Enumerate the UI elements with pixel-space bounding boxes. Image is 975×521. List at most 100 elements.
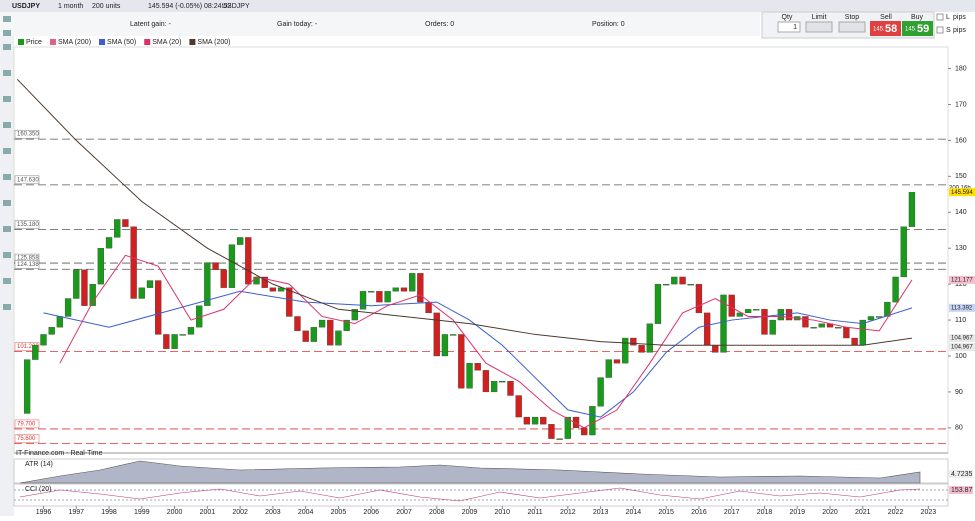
candle [843, 327, 850, 339]
candle [105, 237, 113, 249]
x-tick-label: 2017 [724, 509, 740, 516]
candle [23, 359, 31, 414]
limit-input[interactable] [805, 21, 833, 33]
candle [245, 237, 252, 285]
short-check[interactable] [936, 26, 944, 34]
candle [155, 280, 162, 335]
sma-line [16, 78, 913, 346]
candle [163, 334, 170, 349]
period-select[interactable]: 1 month [58, 3, 83, 10]
candle [310, 327, 318, 342]
candle [712, 345, 719, 353]
x-tick-label: 2012 [560, 509, 576, 516]
sell-price-small: 145. [873, 27, 885, 33]
candle [409, 273, 416, 292]
price-tag [949, 188, 975, 197]
y-tick-label: 150 [955, 173, 967, 180]
quote: 145.594 (-0.05%) 08:24:52 [148, 3, 231, 10]
candle [499, 380, 506, 383]
legend-swatch [18, 39, 24, 45]
candle [73, 269, 80, 299]
source: IT-Finance.com - Real-Time [16, 450, 103, 457]
x-tick-label: 2013 [593, 509, 609, 516]
candle [761, 309, 768, 335]
units-select[interactable]: 200 units [92, 3, 121, 10]
atr-area [19, 460, 921, 484]
sell-label: Sell [880, 14, 892, 21]
atr-value: 4.7235 [951, 471, 973, 478]
y-tick-label: 110 [955, 317, 966, 324]
x-tick-label: 2022 [888, 509, 904, 516]
candle [425, 301, 432, 314]
latent-gain: Latent gain: - [130, 21, 172, 28]
candle [769, 319, 776, 335]
candle [736, 312, 744, 317]
candle [589, 406, 596, 436]
candle [638, 345, 645, 353]
candle [802, 316, 809, 328]
level-label: 135.180 [17, 222, 39, 228]
price-tag-label: 104.967 [951, 345, 973, 351]
qty-value: 1 [793, 24, 797, 31]
x-tick-label: 2016 [691, 509, 707, 516]
candle [417, 273, 424, 303]
stop-input[interactable] [838, 21, 866, 33]
candle [482, 370, 490, 393]
candle [515, 395, 522, 418]
x-tick-label: 2011 [528, 509, 543, 516]
sma-line [43, 290, 913, 418]
x-tick-label: 1996 [36, 509, 52, 516]
sma-line [59, 254, 913, 429]
candle [130, 226, 137, 299]
level-label: 124.138 [17, 262, 39, 268]
toolbar [0, 0, 975, 12]
candle [114, 219, 121, 238]
symbol-tab[interactable]: USDJPY [12, 3, 40, 10]
y-tick-label: 80 [955, 425, 963, 432]
x-tick-label: 2007 [396, 509, 412, 516]
candle [433, 312, 440, 357]
buy-price-small: 145. [905, 27, 917, 33]
level-tag [14, 220, 40, 229]
candle [744, 309, 752, 314]
tool-icons [3, 16, 11, 310]
pips-label: pips [953, 27, 966, 34]
candle [204, 262, 211, 306]
instrument[interactable]: USDJPY [222, 3, 250, 10]
candle [261, 276, 268, 288]
candle [695, 283, 703, 314]
gain-today: Gain today: - [277, 21, 318, 28]
long-label: L [946, 14, 950, 21]
candle [703, 312, 711, 346]
sell-price-big: 58 [885, 23, 897, 35]
candle [867, 316, 875, 321]
x-tick-label: 2010 [495, 509, 511, 516]
price-tag [949, 303, 975, 312]
candle [368, 291, 375, 293]
level-label: 75.600 [17, 436, 36, 442]
sell-button[interactable] [870, 21, 901, 36]
candle [613, 359, 621, 364]
candle [220, 269, 227, 288]
candle [605, 359, 612, 378]
y-tick-label: 170 [955, 101, 967, 108]
long-check[interactable] [936, 13, 944, 21]
cci-line [19, 487, 921, 502]
y-tick-label: 140 [955, 209, 967, 216]
candle [646, 323, 653, 353]
level-tag [14, 175, 40, 185]
candle [351, 309, 358, 321]
candle [48, 327, 55, 335]
plot-area [13, 46, 949, 454]
candle [663, 283, 670, 286]
candle [236, 237, 244, 245]
qty-input[interactable] [777, 21, 801, 33]
pips-label: pips [953, 14, 966, 21]
legend-label: SMA (200) [197, 39, 230, 46]
x-tick-label: 2009 [462, 509, 478, 516]
x-tick-label: 2000 [167, 509, 183, 516]
buy-button[interactable] [902, 21, 933, 36]
candle [187, 327, 195, 335]
stop-label: Stop [845, 14, 860, 21]
candle [851, 337, 858, 346]
